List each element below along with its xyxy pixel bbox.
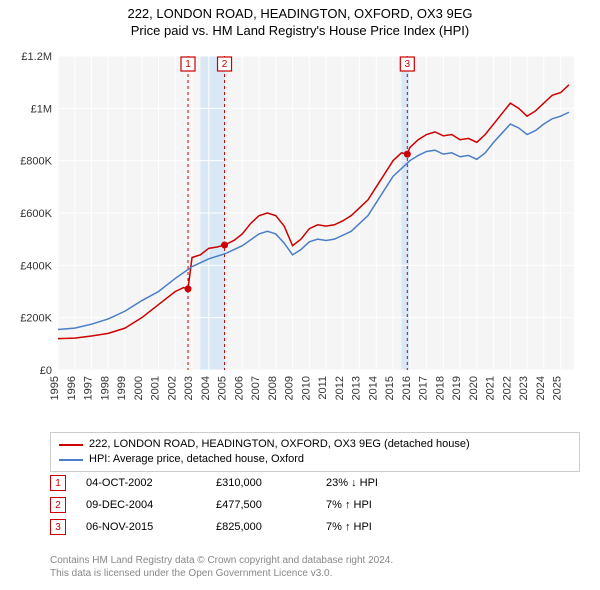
svg-text:£400K: £400K bbox=[20, 260, 52, 272]
svg-text:1998: 1998 bbox=[99, 376, 111, 400]
event-row: 2 09-DEC-2004 £477,500 7% ↑ HPI bbox=[50, 497, 580, 513]
svg-text:1: 1 bbox=[185, 59, 191, 70]
svg-text:£600K: £600K bbox=[20, 208, 52, 220]
svg-text:£1.2M: £1.2M bbox=[21, 51, 52, 63]
svg-text:2022: 2022 bbox=[501, 376, 513, 400]
svg-text:1996: 1996 bbox=[66, 376, 78, 400]
svg-text:2018: 2018 bbox=[434, 376, 446, 400]
svg-text:2012: 2012 bbox=[334, 376, 346, 400]
svg-text:1995: 1995 bbox=[49, 376, 61, 400]
svg-text:2019: 2019 bbox=[451, 376, 463, 400]
footnote: Contains HM Land Registry data © Crown c… bbox=[50, 554, 393, 580]
title-main: 222, LONDON ROAD, HEADINGTON, OXFORD, OX… bbox=[0, 6, 600, 21]
svg-text:1997: 1997 bbox=[83, 376, 95, 400]
svg-text:£1M: £1M bbox=[31, 103, 52, 115]
event-date: 04-OCT-2002 bbox=[86, 477, 196, 489]
events-table: 1 04-OCT-2002 £310,000 23% ↓ HPI 2 09-DE… bbox=[50, 475, 580, 541]
svg-text:2025: 2025 bbox=[552, 376, 564, 400]
legend-label: 222, LONDON ROAD, HEADINGTON, OXFORD, OX… bbox=[89, 437, 470, 452]
svg-text:1999: 1999 bbox=[116, 376, 128, 400]
svg-text:2009: 2009 bbox=[284, 376, 296, 400]
event-marker-icon: 2 bbox=[50, 497, 66, 513]
svg-text:2007: 2007 bbox=[250, 376, 262, 400]
legend-swatch-blue bbox=[59, 459, 83, 461]
title-block: 222, LONDON ROAD, HEADINGTON, OXFORD, OX… bbox=[0, 0, 600, 38]
event-diff: 7% ↑ HPI bbox=[326, 499, 446, 511]
event-diff: 7% ↑ HPI bbox=[326, 521, 446, 533]
svg-text:2024: 2024 bbox=[535, 376, 547, 400]
svg-text:2011: 2011 bbox=[317, 376, 329, 400]
svg-text:2003: 2003 bbox=[183, 376, 195, 400]
svg-text:2008: 2008 bbox=[267, 376, 279, 400]
svg-text:2017: 2017 bbox=[418, 376, 430, 400]
chart-svg: £0£200K£400K£600K£800K£1M£1.2M1995199619… bbox=[50, 50, 580, 400]
svg-text:2005: 2005 bbox=[217, 376, 229, 400]
svg-text:2021: 2021 bbox=[485, 376, 497, 400]
footnote-line: Contains HM Land Registry data © Crown c… bbox=[50, 554, 393, 567]
event-price: £477,500 bbox=[216, 499, 306, 511]
svg-text:2002: 2002 bbox=[166, 376, 178, 400]
svg-text:2010: 2010 bbox=[300, 376, 312, 400]
svg-text:£800K: £800K bbox=[20, 156, 52, 168]
svg-text:2001: 2001 bbox=[150, 376, 162, 400]
event-diff: 23% ↓ HPI bbox=[326, 477, 446, 489]
legend-swatch-red bbox=[59, 444, 83, 446]
legend-item: HPI: Average price, detached house, Oxfo… bbox=[59, 452, 571, 467]
legend-item: 222, LONDON ROAD, HEADINGTON, OXFORD, OX… bbox=[59, 437, 571, 452]
event-date: 06-NOV-2015 bbox=[86, 521, 196, 533]
event-row: 3 06-NOV-2015 £825,000 7% ↑ HPI bbox=[50, 519, 580, 535]
legend-label: HPI: Average price, detached house, Oxfo… bbox=[89, 452, 304, 467]
svg-text:£200K: £200K bbox=[20, 313, 52, 325]
svg-text:2013: 2013 bbox=[351, 376, 363, 400]
svg-text:2: 2 bbox=[222, 59, 228, 70]
svg-text:2023: 2023 bbox=[518, 376, 530, 400]
svg-text:2014: 2014 bbox=[367, 376, 379, 400]
event-date: 09-DEC-2004 bbox=[86, 499, 196, 511]
title-sub: Price paid vs. HM Land Registry's House … bbox=[0, 23, 600, 38]
svg-text:£0: £0 bbox=[40, 365, 52, 377]
event-marker-icon: 1 bbox=[50, 475, 66, 491]
event-row: 1 04-OCT-2002 £310,000 23% ↓ HPI bbox=[50, 475, 580, 491]
chart-container: 222, LONDON ROAD, HEADINGTON, OXFORD, OX… bbox=[0, 0, 600, 590]
svg-text:2015: 2015 bbox=[384, 376, 396, 400]
legend: 222, LONDON ROAD, HEADINGTON, OXFORD, OX… bbox=[50, 432, 580, 472]
svg-text:2020: 2020 bbox=[468, 376, 480, 400]
svg-text:2004: 2004 bbox=[200, 376, 212, 400]
footnote-line: This data is licensed under the Open Gov… bbox=[50, 567, 393, 580]
svg-text:2006: 2006 bbox=[233, 376, 245, 400]
event-marker-icon: 3 bbox=[50, 519, 66, 535]
svg-text:3: 3 bbox=[405, 59, 411, 70]
svg-text:2000: 2000 bbox=[133, 376, 145, 400]
event-price: £310,000 bbox=[216, 477, 306, 489]
event-price: £825,000 bbox=[216, 521, 306, 533]
svg-text:2016: 2016 bbox=[401, 376, 413, 400]
